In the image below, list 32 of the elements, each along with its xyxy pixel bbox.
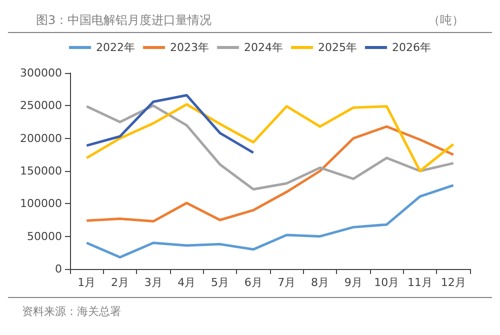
x-tick-label: 10月 (374, 276, 400, 289)
x-tick-label: 9月 (344, 276, 362, 289)
x-tick-label: 2月 (111, 276, 129, 289)
x-tick-label: 12月 (440, 276, 466, 289)
y-tick-label: 150000 (20, 164, 62, 178)
legend-label: 2024年 (244, 41, 284, 54)
y-tick-label: 50000 (27, 230, 62, 243)
line-series (85, 104, 455, 191)
y-tick-label: 200000 (20, 132, 62, 145)
x-tick-label: 4月 (178, 276, 196, 289)
x-tick-label: 1月 (78, 276, 96, 289)
legend-label: 2025年 (318, 41, 357, 54)
x-tick-label: 5月 (211, 276, 229, 289)
x-tick-label: 6月 (244, 276, 262, 289)
x-tick-label: 8月 (311, 276, 329, 289)
y-tick-label: 0 (55, 262, 62, 276)
y-tick-label: 300000 (20, 66, 62, 80)
line-series (85, 94, 255, 154)
x-tick-label: 3月 (144, 276, 162, 289)
legend-label: 2022年 (96, 41, 136, 54)
line-series (85, 184, 455, 258)
legend-label: 2023年 (170, 41, 210, 54)
x-tick-label: 11月 (408, 276, 432, 289)
y-tick-label: 250000 (20, 99, 62, 112)
y-axis-title: （吨） (428, 12, 464, 29)
text: 资料来源：海关总署 (22, 304, 122, 319)
chart-title: 图3：中国电解铝月度进口量情况 (36, 12, 212, 29)
x-tick-label: 7月 (278, 276, 296, 289)
line-series (85, 125, 455, 223)
line-series (85, 103, 455, 172)
legend-label: 2026年 (392, 41, 431, 54)
y-tick-label: 100000 (20, 197, 62, 210)
